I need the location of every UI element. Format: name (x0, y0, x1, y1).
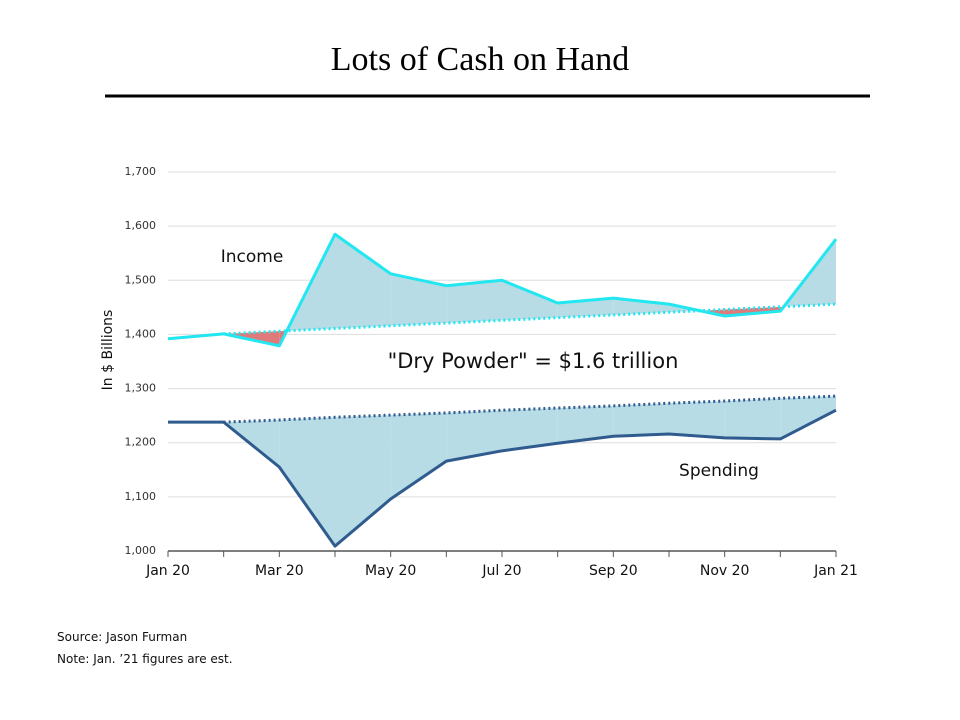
gap-area (390, 273, 447, 326)
y-tick-label: 1,500 (125, 273, 157, 286)
x-tick-label: May 20 (365, 563, 416, 579)
x-tick-label: Sep 20 (589, 563, 638, 579)
series-lines (167, 232, 838, 548)
axis: Jan 20 Mar 20 May 20 Jul 20 Sep 20 Nov 20 Jan … (145, 550, 858, 579)
slide-title: Lots of Cash on Hand (331, 41, 629, 78)
y-tick-label: 1,300 (125, 382, 157, 395)
y-tick-label: 1,000 (125, 544, 157, 557)
gap-area (446, 410, 502, 462)
y-tick-label: 1,600 (125, 219, 157, 232)
source: Source: Jason Furman (57, 630, 187, 644)
y-tick-label: 1,100 (125, 490, 157, 503)
gap-area (279, 417, 335, 547)
gap-area (557, 405, 614, 444)
note: Note: Jan. ’21 figures are est. (57, 652, 233, 666)
gap-area (446, 280, 502, 324)
gap-area (502, 408, 558, 451)
gap-area (613, 298, 669, 315)
x-tick-label: Mar 20 (255, 563, 304, 579)
annotation: "Dry Powder" = $1.6 trillion (388, 349, 679, 373)
x-tick-label: Jan 20 (145, 563, 190, 579)
areas (223, 234, 836, 547)
series-line (167, 232, 838, 348)
gap-area (390, 412, 447, 500)
y-tick-label: 1,200 (125, 436, 157, 449)
gap-area (780, 396, 836, 439)
y-axis-label: In $ Billions (100, 310, 116, 391)
x-tick-label: Jul 20 (481, 563, 521, 579)
trend-lines (223, 302, 837, 424)
series-line (168, 408, 837, 548)
gap-area (335, 234, 391, 329)
gap-area (335, 415, 391, 547)
gap-area (724, 398, 781, 439)
trend-line (223, 302, 837, 336)
x-tick-label: Nov 20 (700, 563, 750, 579)
gap-area (613, 403, 669, 437)
gap-area (669, 401, 725, 438)
trend-line (223, 394, 837, 424)
gap-area (502, 280, 558, 321)
series-label: Spending (679, 461, 759, 481)
y-tick-label: 1,400 (125, 327, 157, 340)
x-tick-label: Jan 21 (813, 563, 858, 579)
y-tick-label: 1,700 (125, 165, 157, 178)
series-label: Income (221, 247, 284, 267)
